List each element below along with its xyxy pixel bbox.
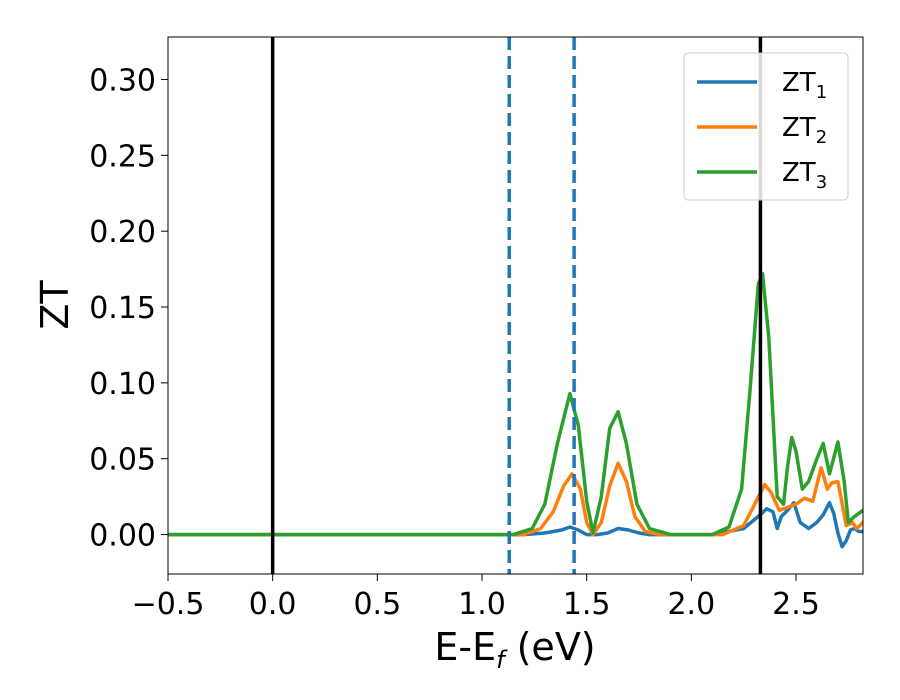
y-tick-label: 0.20 (89, 215, 156, 250)
x-tick-label: 2.0 (667, 587, 715, 622)
x-axis-label: E-Ef (eV) (434, 625, 595, 674)
x-axis: −0.5 0.0 0.5 1.0 1.5 2.0 2.5 (132, 574, 820, 622)
plot-frame (167, 36, 864, 575)
series-line-zt3 (168, 271, 863, 537)
x-tick-label: 0.5 (353, 587, 401, 622)
x-tick-label: −0.5 (132, 587, 205, 622)
legend-label-zt1: ZT1 (782, 68, 827, 103)
y-axis-label: ZT (33, 280, 77, 330)
y-tick-label: 0.30 (89, 63, 156, 98)
x-tick-label: 0.0 (249, 587, 297, 622)
legend-label-zt3: ZT3 (782, 158, 827, 193)
plot-area (168, 37, 863, 574)
y-tick-label: 0.00 (89, 519, 156, 554)
y-tick-label: 0.05 (89, 443, 156, 478)
legend: ZT1 ZT2 ZT3 (683, 52, 849, 201)
legend-label-zt2: ZT2 (782, 113, 827, 148)
series-line-zt2 (168, 461, 863, 537)
x-tick-label: 2.5 (772, 587, 820, 622)
y-axis: 0.00 0.05 0.10 0.15 0.20 0.25 0.30 (89, 63, 168, 554)
x-tick-label: 1.5 (563, 587, 611, 622)
legend-box (683, 52, 849, 201)
series-line-zt1 (168, 500, 863, 549)
y-tick-label: 0.25 (89, 139, 156, 174)
y-tick-label: 0.15 (89, 291, 156, 326)
y-tick-label: 0.10 (89, 367, 156, 402)
x-tick-label: 1.0 (458, 587, 506, 622)
